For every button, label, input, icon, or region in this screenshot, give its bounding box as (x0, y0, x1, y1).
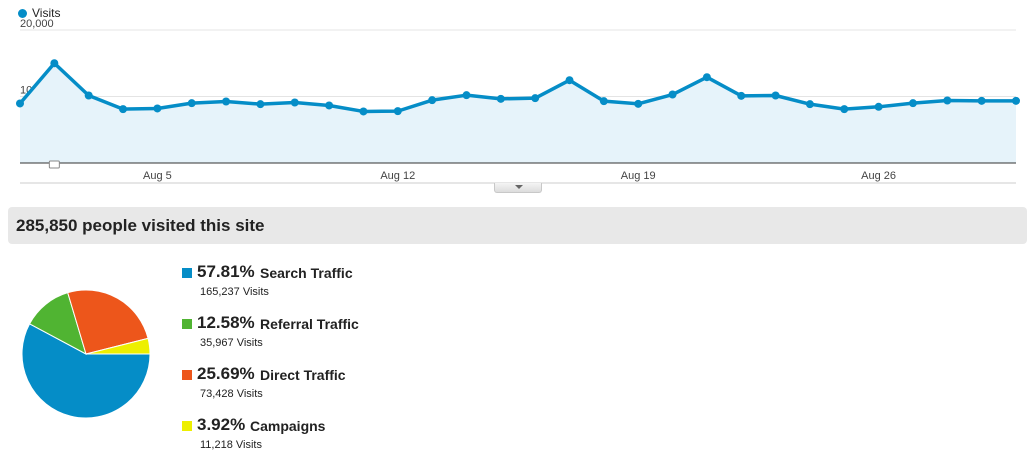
visits-data-point (874, 102, 883, 111)
visits-data-point (668, 90, 677, 99)
visits-data-point (908, 99, 917, 108)
search-visits: 165,237 Visits (200, 286, 269, 298)
campaigns-swatch-icon (182, 421, 192, 431)
summary-headline: 285,850 people visited this site (16, 215, 265, 235)
visits-data-point (737, 91, 746, 100)
visits-data-point (943, 96, 952, 105)
visits-data-point (50, 59, 59, 68)
visits-data-point (222, 97, 231, 106)
y-tick-label: 20,000 (20, 18, 54, 30)
visits-data-point (531, 94, 540, 103)
traffic-sources-pie-chart[interactable] (18, 286, 158, 426)
referral-swatch-icon (182, 319, 192, 329)
visits-data-point (565, 76, 574, 85)
referral-percent: 12.58% (197, 313, 255, 332)
direct-visits: 73,428 Visits (200, 388, 263, 400)
pie-slice-direct-traffic[interactable] (67, 289, 149, 355)
visits-data-point (805, 100, 814, 109)
search-label: Search Traffic (260, 265, 353, 281)
visits-data-point (153, 104, 162, 113)
collapse-chart-button[interactable] (494, 183, 542, 193)
visits-data-point (462, 91, 471, 100)
visits-data-point (428, 96, 437, 105)
visits-data-point (1012, 96, 1020, 105)
visits-data-point (256, 100, 265, 109)
visits-series-dot-icon (18, 8, 27, 18)
search-percent: 57.81% (197, 262, 255, 281)
visits-data-point (290, 98, 299, 107)
traffic-source-direct[interactable]: 25.69% Direct Traffic 73,428 Visits (180, 364, 580, 414)
traffic-source-campaigns[interactable]: 3.92% Campaigns 11,218 Visits (180, 415, 580, 465)
pie-slice-search-traffic[interactable] (21, 323, 151, 419)
visits-data-point (771, 91, 780, 100)
campaigns-percent: 3.92% (197, 415, 246, 434)
visits-data-point (325, 101, 334, 110)
visits-data-point (119, 105, 128, 114)
visits-data-point (16, 99, 24, 108)
campaigns-label: Campaigns (250, 418, 326, 434)
referral-label: Referral Traffic (260, 316, 359, 332)
visits-data-point (496, 94, 505, 103)
direct-label: Direct Traffic (260, 367, 346, 383)
legend-label-visits: Visits (32, 6, 61, 20)
annotation-marker-icon (48, 160, 60, 169)
visits-data-point (359, 107, 368, 116)
visits-data-point (977, 96, 986, 105)
direct-swatch-icon (182, 370, 192, 380)
referral-visits: 35,967 Visits (200, 337, 263, 349)
visits-data-point (840, 105, 849, 114)
visits-data-point (187, 99, 196, 108)
visits-series-line (18, 61, 1016, 114)
chart-legend[interactable]: Visits (18, 5, 60, 21)
traffic-source-referral[interactable]: 12.58% Referral Traffic 35,967 Visits (180, 313, 580, 363)
visits-area-fill (20, 63, 1016, 163)
x-tick-label: Aug 19 (621, 170, 656, 182)
campaigns-visits: 11,218 Visits (200, 439, 262, 451)
pie-slice-campaigns[interactable] (85, 337, 151, 355)
x-tick-label: Aug 26 (861, 170, 896, 182)
visits-data-point (393, 107, 402, 116)
visits-data-point (599, 97, 608, 106)
direct-percent: 25.69% (197, 364, 255, 383)
visits-data-point (84, 91, 93, 100)
x-tick-label: Aug 5 (143, 170, 172, 182)
visits-data-point (702, 73, 711, 82)
x-tick-label: Aug 12 (380, 170, 415, 182)
traffic-source-search[interactable]: 57.81% Search Traffic 165,237 Visits (180, 262, 580, 312)
summary-bar: 285,850 people visited this site (8, 207, 1027, 244)
visits-data-point (634, 99, 643, 108)
chevron-down-icon (515, 185, 523, 189)
search-swatch-icon (182, 268, 192, 278)
